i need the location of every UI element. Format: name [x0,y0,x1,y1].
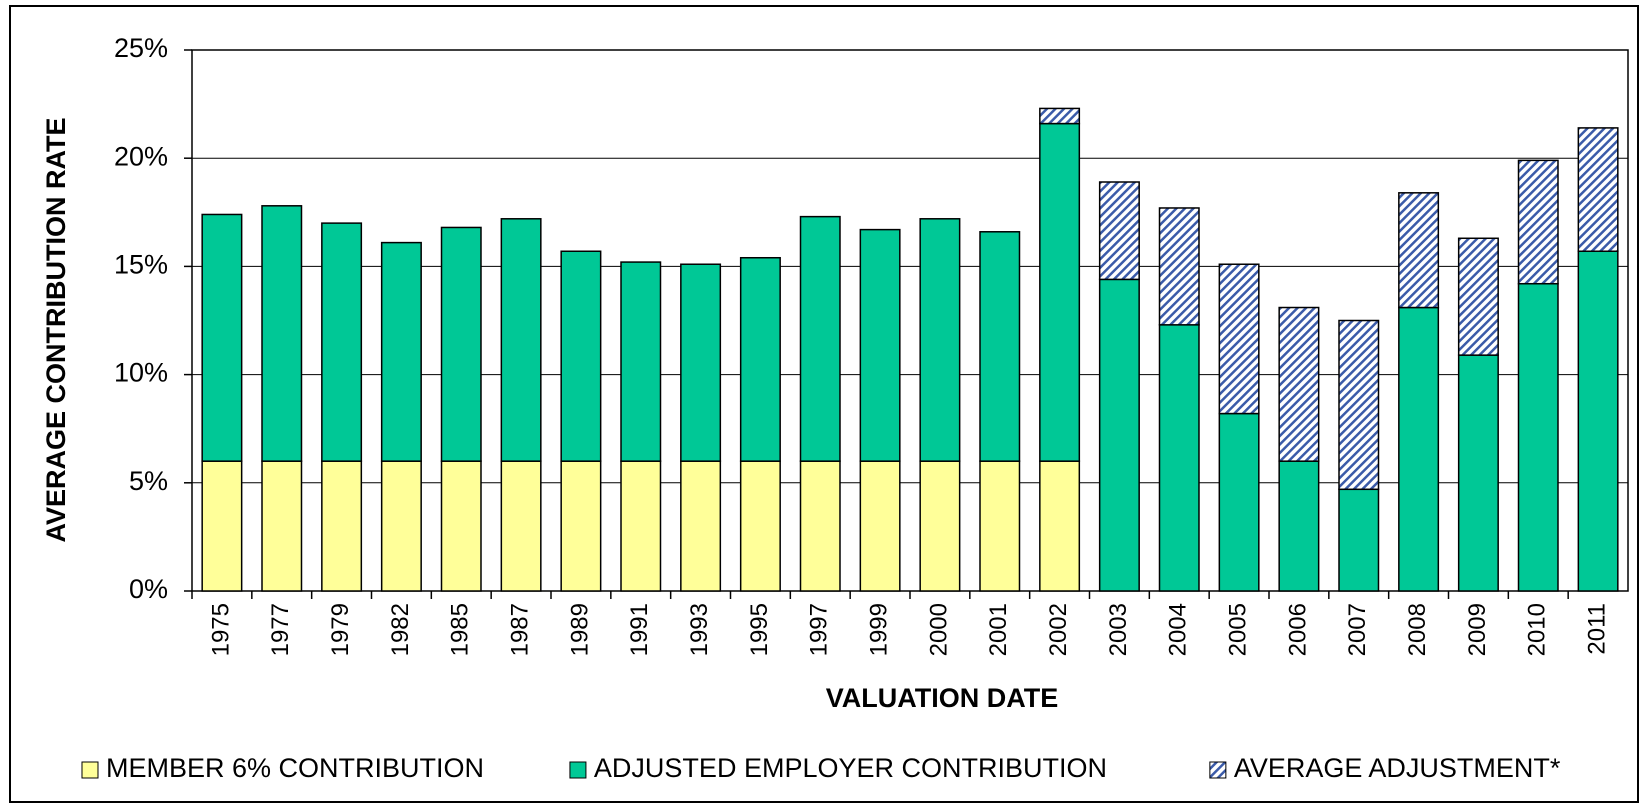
bar-segment [1338,488,1380,592]
bar-segment [739,256,781,462]
bar-segment [1039,460,1081,592]
x-tick-label: 2000 [925,603,952,656]
x-tick-label: 2009 [1464,603,1491,656]
bar-segment [1218,412,1260,592]
x-tick-label: 2002 [1045,603,1072,656]
bar-segment [321,460,363,592]
bar-segment [620,460,662,592]
x-axis-title: VALUATION DATE [826,683,1058,713]
bar-segment [1158,207,1200,326]
x-tick-label: 2008 [1404,603,1431,656]
bar-segment [201,460,243,592]
x-tick-label: 1979 [327,603,354,656]
bar-segment [1218,263,1260,415]
x-tick-label: 1977 [267,603,294,656]
bar-segment [739,460,781,592]
y-tick-label: 15% [114,250,168,280]
bar-segment [380,241,422,462]
bar-segment [1577,127,1619,253]
x-tick-label: 1985 [447,603,474,656]
bar-segment [560,250,602,462]
bar-segment [799,460,841,592]
bar-segment [380,460,422,592]
x-tick-label: 1999 [865,603,892,656]
y-tick-label: 0% [129,574,168,604]
bar-segment [1158,324,1200,592]
bar-segment [799,215,841,462]
x-tick-label: 1995 [746,603,773,656]
x-tick-label: 2010 [1524,603,1551,656]
bar-segment [1039,122,1081,462]
bar-segment [201,213,243,462]
x-tick-label: 1982 [387,603,414,656]
bar-segment [680,460,722,592]
bar-segment [500,218,542,462]
bar-segment [919,460,961,592]
bar-segment [859,228,901,462]
bar-segment [979,460,1021,592]
x-tick-label: 1997 [806,603,833,656]
bar-segment [560,460,602,592]
bar-segment [440,460,482,592]
bar-segment [1398,306,1440,592]
bar-segment [1338,319,1380,491]
bar-segment [620,261,662,462]
bar-segment [979,231,1021,462]
bar-segment [1098,181,1140,281]
x-tick-label: 1987 [506,603,533,656]
x-tick-label: 2007 [1344,603,1371,656]
x-tick-label: 2011 [1583,603,1610,655]
x-tick-label: 1993 [686,603,713,656]
bar-segment [1457,354,1499,592]
x-tick-label: 2001 [985,603,1012,656]
bar-segment [1517,159,1559,285]
legend-swatch [1209,761,1227,779]
bar-segment [500,460,542,592]
y-tick-label: 5% [129,466,168,496]
x-tick-label: 2003 [1105,603,1132,656]
bar-segment [1517,282,1559,592]
bar-segment [1278,460,1320,592]
bar-segment [680,263,722,462]
bar-segment [321,222,363,462]
bar-segment [261,460,303,592]
y-tick-label: 20% [114,141,168,171]
legend-label: AVERAGE ADJUSTMENT* [1234,753,1561,783]
x-tick-label: 1991 [626,603,653,656]
legend-label: ADJUSTED EMPLOYER CONTRIBUTION [594,753,1107,783]
x-tick-label: 2005 [1224,603,1251,656]
bar-segment [1278,306,1320,462]
y-tick-label: 10% [114,358,168,388]
bar-segment [1098,278,1140,592]
bar-segment [1398,192,1440,309]
bar-segment [1039,107,1081,125]
bar-segment [859,460,901,592]
y-axis-title: AVERAGE CONTRIBUTION RATE [41,118,71,543]
y-tick-label: 25% [114,33,168,63]
bar-segment [919,218,961,462]
x-tick-label: 2004 [1165,603,1192,656]
bar-segment [261,205,303,462]
x-tick-label: 1989 [566,603,593,656]
legend-swatch [569,761,587,779]
x-tick-label: 2006 [1284,603,1311,656]
x-tick-label: 1975 [207,603,234,656]
bar-segment [440,226,482,462]
legend-swatch [81,761,99,779]
legend-label: MEMBER 6% CONTRIBUTION [106,753,484,783]
bar-segment [1577,250,1619,592]
bar-segment [1457,237,1499,356]
